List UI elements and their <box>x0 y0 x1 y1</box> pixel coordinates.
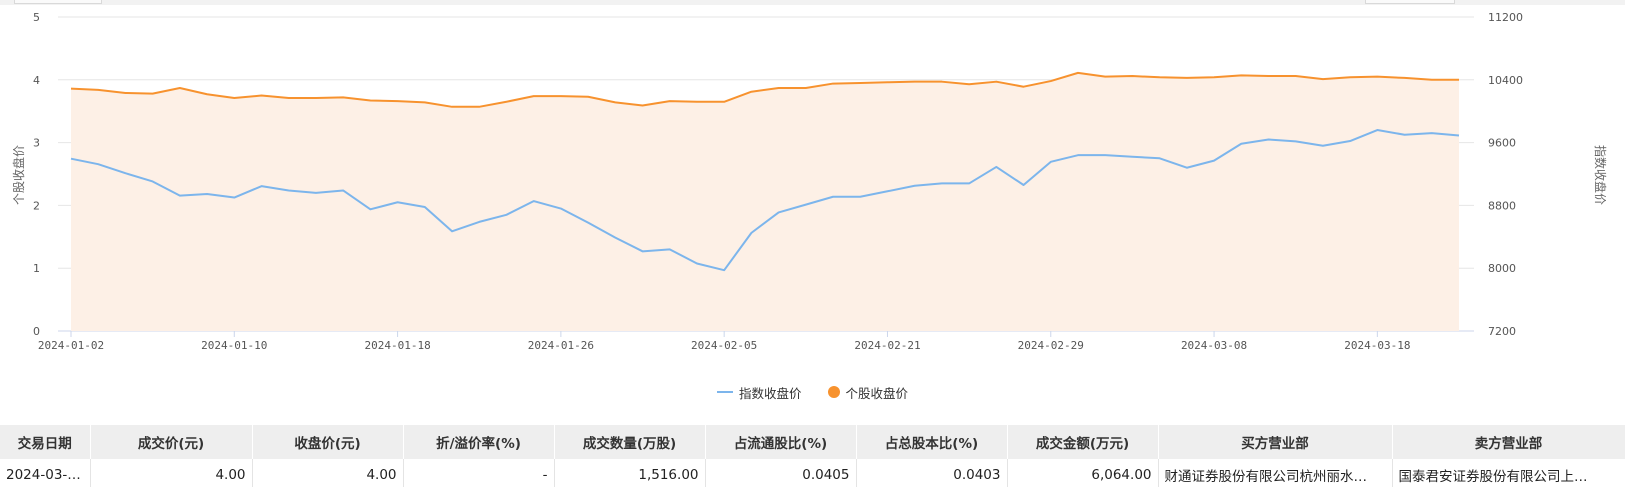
legend: 指数收盘价 个股收盘价 <box>0 383 1625 401</box>
table-row: 2024-03-21 4.00 4.00 - 1,516.00 0.0405 0… <box>0 459 1625 487</box>
legend-label-index: 指数收盘价 <box>738 385 802 401</box>
legend-label-stock: 个股收盘价 <box>845 385 909 401</box>
x-tick-label: 2024-01-02 <box>38 339 104 352</box>
right-tick-label: 11200 <box>1488 11 1523 24</box>
top-tab-right[interactable] <box>1365 0 1455 4</box>
left-tick-label: 1 <box>33 262 40 275</box>
axes: 0 1 2 3 4 5 7200 8000 8800 9600 10400 11200 2024-01-… <box>33 11 1523 352</box>
x-tick-label: 2024-03-08 <box>1181 339 1247 352</box>
x-tick-label: 2024-02-05 <box>691 339 757 352</box>
header-trade-price[interactable]: 成交价(元) <box>90 425 253 459</box>
cell-trade-price: 4.00 <box>90 459 253 487</box>
cell-seller[interactable]: 国泰君安证券股份有限公司上… <box>1392 459 1625 487</box>
left-tick-label: 2 <box>33 199 40 212</box>
cell-buyer[interactable]: 财通证券股份有限公司杭州丽水… <box>1158 459 1393 487</box>
header-seller[interactable]: 卖方营业部 <box>1392 425 1625 459</box>
header-total-ratio[interactable]: 占总股本比(%) <box>856 425 1008 459</box>
top-strip <box>0 0 1625 5</box>
line-chart: 0 1 2 3 4 5 7200 8000 8800 9600 10400 11200 2024-01-… <box>11 11 1608 352</box>
legend-item-stock[interactable]: 个股收盘价 <box>827 383 909 401</box>
cell-total-ratio: 0.0403 <box>856 459 1008 487</box>
x-tick-label: 2024-01-10 <box>201 339 267 352</box>
right-tick-label: 7200 <box>1488 325 1516 338</box>
cell-trade-date: 2024-03-21 <box>0 459 91 487</box>
block-trade-table: 交易日期 成交价(元) 收盘价(元) 折/溢价率(%) 成交数量(万股) 占流通… <box>0 425 1625 487</box>
stock-close-line <box>70 71 1459 108</box>
stock-area-fill <box>71 72 1459 331</box>
cell-amount: 6,064.00 <box>1007 459 1159 487</box>
left-tick-label: 5 <box>33 11 40 24</box>
right-tick-label: 8000 <box>1488 262 1516 275</box>
cell-premium-rate: - <box>403 459 555 487</box>
table-header-row: 交易日期 成交价(元) 收盘价(元) 折/溢价率(%) 成交数量(万股) 占流通… <box>0 425 1625 459</box>
x-tick-label: 2024-02-29 <box>1018 339 1084 352</box>
legend-item-index[interactable]: 指数收盘价 <box>716 383 802 401</box>
legend-dot-icon <box>827 386 840 398</box>
series-lines <box>70 71 1460 272</box>
x-tick-label: 2024-02-21 <box>854 339 920 352</box>
legend-line-icon <box>716 391 733 393</box>
index-close-line <box>70 129 1460 272</box>
x-tick-label: 2024-01-18 <box>364 339 430 352</box>
right-tick-label: 9600 <box>1488 137 1516 150</box>
header-amount[interactable]: 成交金额(万元) <box>1007 425 1159 459</box>
x-tick-label: 2024-01-26 <box>528 339 594 352</box>
right-axis-label: 指数收盘价 <box>1593 145 1608 205</box>
area-fill <box>71 72 1459 331</box>
header-buyer[interactable]: 买方营业部 <box>1158 425 1393 459</box>
left-tick-label: 4 <box>33 74 40 87</box>
x-tick-label: 2024-03-18 <box>1344 339 1410 352</box>
right-tick-label: 8800 <box>1488 199 1516 212</box>
header-volume[interactable]: 成交数量(万股) <box>554 425 706 459</box>
left-tick-label: 0 <box>33 325 40 338</box>
right-tick-label: 10400 <box>1488 74 1523 87</box>
cell-float-ratio: 0.0405 <box>705 459 857 487</box>
left-tick-label: 3 <box>33 137 40 150</box>
header-trade-date[interactable]: 交易日期 <box>0 425 91 459</box>
cell-close-price: 4.00 <box>252 459 404 487</box>
header-float-ratio[interactable]: 占流通股比(%) <box>705 425 857 459</box>
top-tab-left[interactable] <box>14 0 102 4</box>
cell-volume: 1,516.00 <box>554 459 706 487</box>
left-axis-label: 个股收盘价 <box>11 145 26 205</box>
header-close-price[interactable]: 收盘价(元) <box>252 425 404 459</box>
header-premium-rate[interactable]: 折/溢价率(%) <box>403 425 555 459</box>
